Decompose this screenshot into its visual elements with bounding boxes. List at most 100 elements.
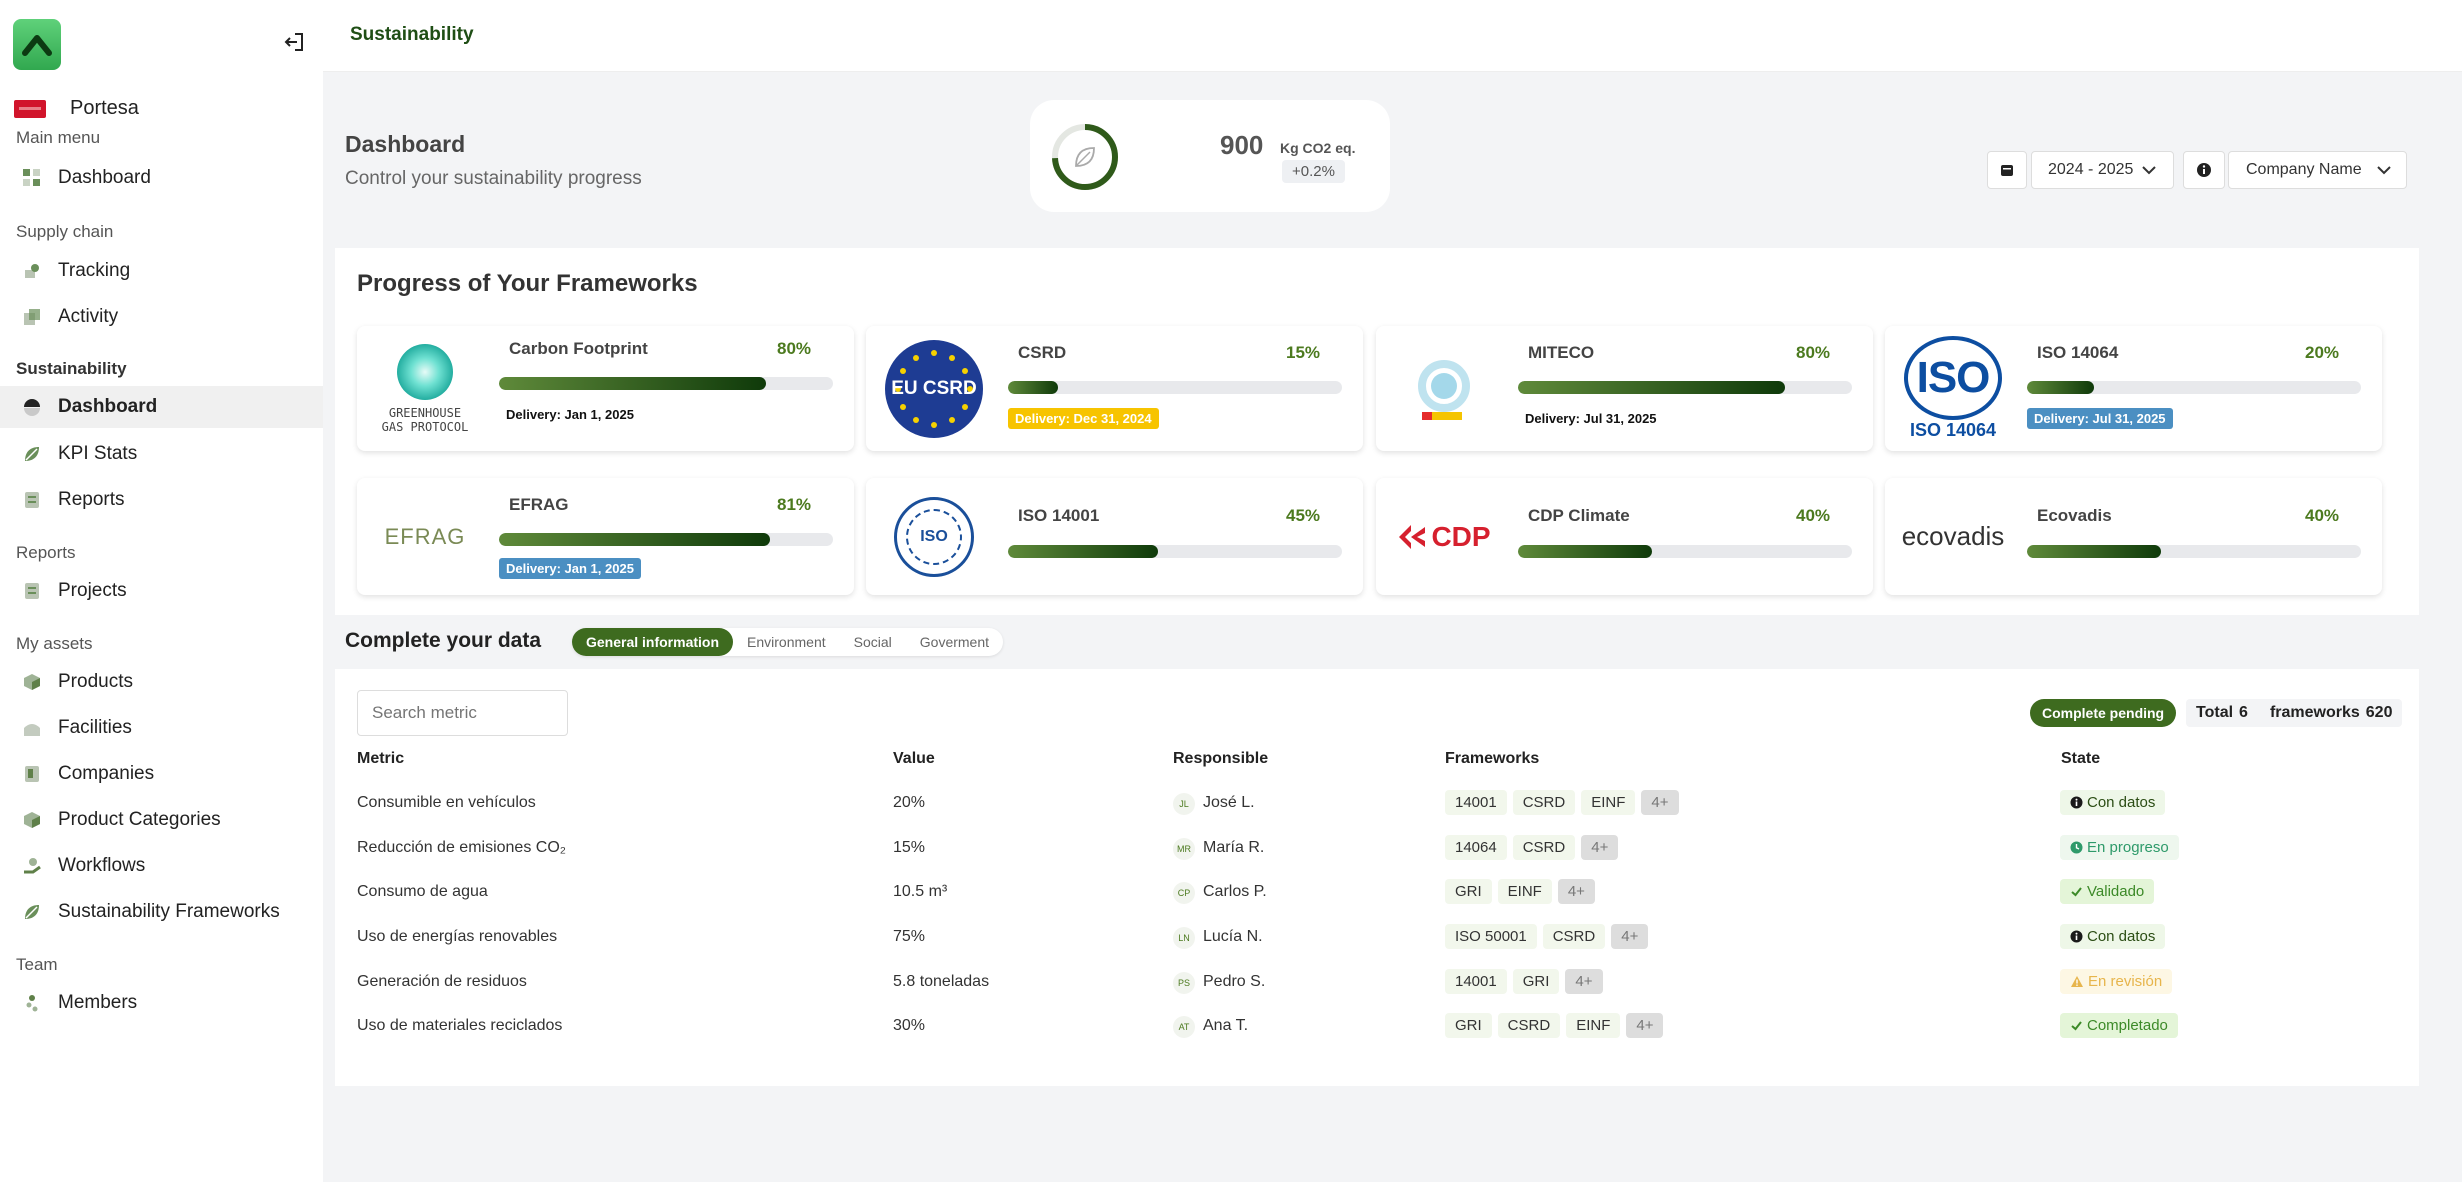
frameworks-cell: 14001 CSRD EINF 4+ [1445, 790, 1679, 815]
more-frameworks-chip[interactable]: 4+ [1626, 1013, 1664, 1038]
sidebar: Portesa Main menu Dashboard Supply chain… [0, 0, 323, 1182]
framework-name: MITECO [1528, 343, 1595, 362]
tab-general-information[interactable]: General information [572, 628, 734, 656]
framework-name: ISO 14064 [2037, 343, 2119, 362]
table-row[interactable]: Consumible en vehículos 20% JL José L. 1… [335, 782, 2419, 826]
state-label: Con datos [2087, 928, 2156, 945]
info-button[interactable] [2183, 151, 2225, 189]
nav-label: Facilities [58, 717, 132, 738]
framework-chip: CSRD [1497, 1013, 1561, 1038]
nav-workflows[interactable]: Workflows [0, 846, 323, 886]
search-metric-input[interactable] [357, 690, 568, 736]
responsible-cell: Pedro S. [1203, 973, 1266, 990]
framework-progress-bar [1518, 381, 1852, 394]
nav-dashboard-main[interactable]: Dashboard [0, 158, 323, 198]
framework-card-miteco[interactable]: MITECO 80% Delivery: Jul 31, 2025 [1376, 326, 1873, 451]
more-frameworks-chip[interactable]: 4+ [1581, 835, 1619, 860]
app-logo[interactable] [13, 19, 61, 70]
nav-label: Products [58, 671, 133, 692]
tab-social[interactable]: Social [853, 634, 892, 650]
state-badge: En revisión [2060, 969, 2173, 994]
value-cell: 5.8 toneladas [893, 973, 990, 990]
year-select-value: 2024 - 2025 [2048, 161, 2134, 178]
collapse-sidebar-icon[interactable] [283, 32, 305, 58]
nav-sustainability-frameworks[interactable]: Sustainability Frameworks [0, 892, 323, 932]
state-label: En progreso [2087, 839, 2169, 856]
eu-csrd-logo: EU CSRD [874, 334, 994, 443]
nav-companies[interactable]: Companies [0, 754, 323, 794]
responsible-cell: Lucía N. [1203, 928, 1263, 945]
tab-goverment[interactable]: Goverment [919, 634, 990, 650]
metric-cell: Consumo de agua [357, 883, 488, 900]
column-header-responsible[interactable]: Responsible [1173, 750, 1269, 767]
framework-percent: 80% [1796, 343, 1831, 362]
responsible-cell: Carlos P. [1203, 883, 1267, 900]
value-cell: 30% [893, 1017, 926, 1034]
framework-card-iso-14064[interactable]: ISO ISO 14064 ISO 14064 20% Delivery: Ju… [1885, 326, 2382, 451]
nav-products[interactable]: Products [0, 662, 323, 702]
nav-product-categories[interactable]: Product Categories [0, 800, 323, 840]
nav-members[interactable]: Members [0, 983, 323, 1023]
clock-icon [2070, 841, 2083, 854]
column-header-value[interactable]: Value [893, 750, 935, 767]
progress-fill [2027, 545, 2161, 558]
info-icon [2197, 163, 2211, 177]
framework-card-ecovadis[interactable]: ecovadis Ecovadis 40% [1885, 478, 2382, 595]
table-row[interactable]: Generación de residuos 5.8 toneladas PS … [335, 961, 2419, 1005]
frameworks-value: 620 [2365, 704, 2393, 721]
leaf-half-icon [22, 397, 42, 417]
calendar-button[interactable] [1987, 151, 2027, 189]
column-header-metric[interactable]: Metric [357, 750, 405, 767]
table-row[interactable]: Uso de energías renovables 75% LN Lucía … [335, 916, 2419, 960]
delivery-badge: Delivery: Dec 31, 2024 [1008, 408, 1159, 429]
page-title: Dashboard [345, 131, 466, 157]
year-select[interactable]: 2024 - 2025 [2031, 151, 2174, 189]
framework-card-efrag[interactable]: EFRAG EFRAG 81% Delivery: Jan 1, 2025 [357, 478, 854, 595]
value-cell: 20% [893, 794, 926, 811]
table-row[interactable]: Consumo de agua 10.5 m³ CP Carlos P. GRI… [335, 871, 2419, 915]
nav-reports[interactable]: Reports [0, 480, 323, 520]
nav-label: Dashboard [58, 396, 158, 417]
framework-card-iso-14001[interactable]: ISO ISO 14001 45% [866, 478, 1363, 595]
check-icon [2071, 887, 2082, 897]
co2-unit: Kg CO2 eq. [1280, 140, 1356, 156]
state-badge: En progreso [2060, 835, 2179, 860]
more-frameworks-chip[interactable]: 4+ [1557, 879, 1595, 904]
nav-facilities[interactable]: Facilities [0, 708, 323, 748]
column-header-frameworks[interactable]: Frameworks [1445, 750, 1540, 767]
tab-environment[interactable]: Environment [747, 634, 826, 650]
framework-card-carbon-footprint[interactable]: GREENHOUSE GAS PROTOCOL Carbon Footprint… [357, 326, 854, 451]
co2-change-badge: +0.2% [1282, 160, 1345, 183]
company-select[interactable]: Company Name [2228, 151, 2407, 189]
nav-dashboard-sustainability[interactable]: Dashboard [0, 386, 323, 428]
complete-pending-button[interactable]: Complete pending [2030, 699, 2177, 727]
company-select-value: Company Name [2246, 161, 2362, 178]
check-icon [2071, 1021, 2082, 1031]
table-row[interactable]: Uso de materiales reciclados 30% AT Ana … [335, 1005, 2419, 1049]
metric-cell: Reducción de emisiones CO₂ [357, 839, 566, 856]
ecovadis-logo: ecovadis [1893, 486, 2013, 587]
framework-card-csrd[interactable]: EU CSRD CSRD 15% Delivery: Dec 31, 2024 [866, 326, 1363, 451]
framework-chip: EINF [1497, 879, 1552, 904]
framework-card-cdp-climate[interactable]: CDP CDP Climate 40% [1376, 478, 1873, 595]
table-row[interactable]: Reducción de emisiones CO₂ 15% MR María … [335, 827, 2419, 871]
more-frameworks-chip[interactable]: 4+ [1641, 790, 1679, 815]
efrag-logo: EFRAG [365, 486, 485, 587]
co2-ring-icon [1052, 124, 1118, 190]
ecovadis-logo-text: ecovadis [1901, 521, 2005, 551]
frameworks-title: Progress of Your Frameworks [357, 270, 698, 297]
nav-tracking[interactable]: Tracking [0, 251, 323, 291]
column-header-state[interactable]: State [2061, 750, 2101, 767]
framework-chip: GRI [1512, 969, 1560, 994]
nav-projects[interactable]: Projects [0, 571, 323, 611]
delivery-badge: Delivery: Jan 1, 2025 [499, 404, 641, 425]
more-frameworks-chip[interactable]: 4+ [1565, 969, 1603, 994]
nav-activity[interactable]: Activity [0, 297, 323, 337]
more-frameworks-chip[interactable]: 4+ [1611, 924, 1649, 949]
nav-label: Projects [58, 580, 127, 601]
nav-label: Activity [58, 306, 119, 327]
delivery-badge: Delivery: Jul 31, 2025 [2027, 408, 2173, 429]
framework-percent: 80% [777, 339, 812, 358]
nav-kpi-stats[interactable]: KPI Stats [0, 434, 323, 474]
organization-selector[interactable]: Portesa [14, 97, 139, 120]
